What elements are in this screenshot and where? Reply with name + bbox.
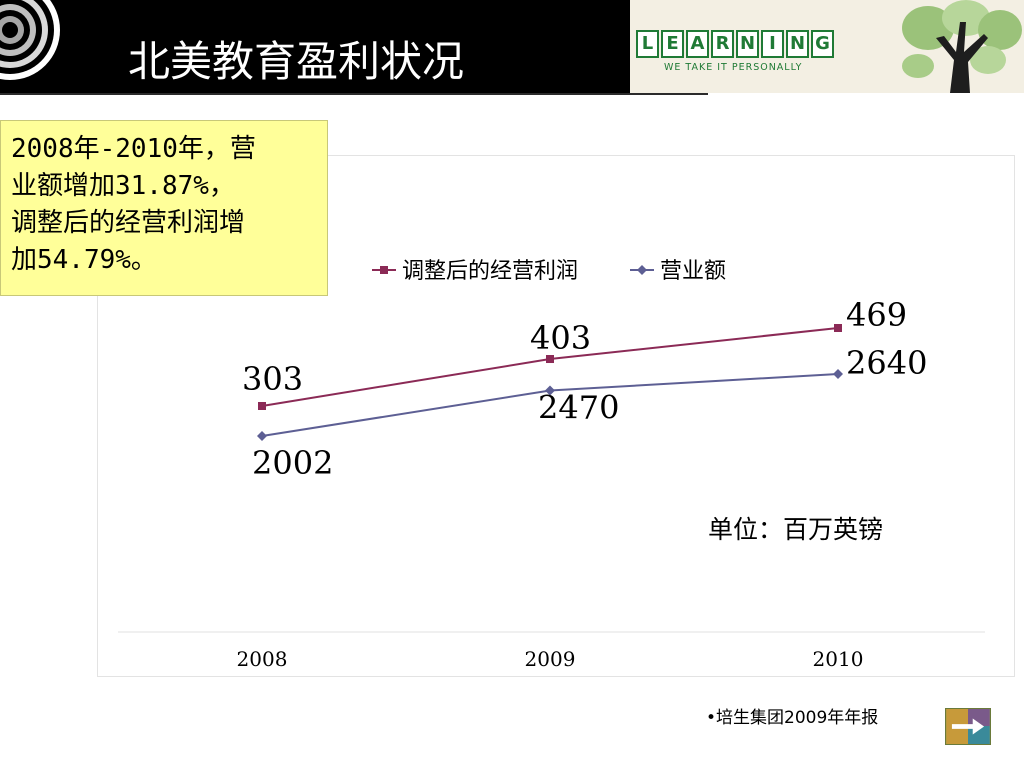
logo-letter: I [761,30,784,58]
summary-line: 加54.79%。 [11,245,157,275]
data-label: 303 [242,360,303,398]
data-point-marker [545,385,555,396]
data-label: 2640 [846,344,927,382]
data-point-marker [833,369,843,379]
summary-line: 业额增加31.87%， [11,171,235,201]
data-label: 2002 [252,444,333,482]
data-point-marker [546,355,554,364]
x-tick-label: 2009 [525,647,576,671]
header-divider [0,93,708,95]
logo-letter: R [711,30,734,58]
logo-letter: L [636,30,659,58]
legend-label: 调整后的经营利润 [402,259,578,284]
unit-note: 单位：百万英镑 [708,515,883,544]
data-label: 469 [846,296,907,334]
x-tick-label: 2010 [813,647,864,671]
data-point-marker [834,324,842,332]
learning-logo: L E A R N I N G WE TAKE IT PERSONALLY [630,0,1024,93]
legend-label: 营业额 [660,259,726,284]
data-point-marker [258,402,266,410]
summary-note: 2008年-2010年，营 业额增加31.87%， 调整后的经营利润增 加54.… [0,120,328,296]
summary-line: 调整后的经营利润增 [11,208,246,238]
x-tick-label: 2008 [237,647,288,671]
navigation-arrow-icon[interactable] [945,708,991,745]
logo-letter: N [786,30,809,58]
data-label: 2470 [538,389,619,427]
spiral-decoration-icon [0,0,60,80]
page-title: 北美教育盈利状况 [128,37,465,86]
tree-icon [902,0,1022,93]
data-label: 403 [530,319,591,357]
legend-swatch-marker [637,265,647,275]
logo-letter: G [811,30,834,58]
data-point-marker [257,431,267,441]
logo-letter: A [686,30,709,58]
logo-letter: N [736,30,759,58]
header-bar [0,0,630,93]
logo-letter: E [661,30,684,58]
logo-wordmark: L E A R N I N G [636,30,834,60]
logo-tagline: WE TAKE IT PERSONALLY [664,62,803,73]
source-note: •培生集团2009年年报 [706,708,879,728]
legend-swatch-marker [380,266,388,274]
summary-line: 2008年-2010年，营 [11,134,256,164]
